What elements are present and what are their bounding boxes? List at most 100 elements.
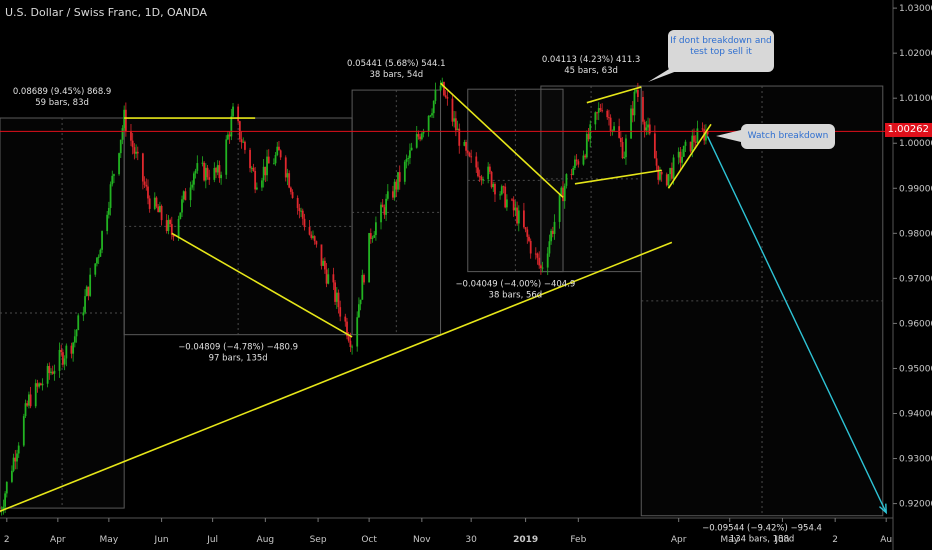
candle-body bbox=[322, 260, 325, 266]
candle-body bbox=[289, 187, 292, 192]
candle-body bbox=[191, 184, 194, 188]
candle-body bbox=[17, 445, 20, 454]
candle-body bbox=[136, 151, 139, 154]
candle-body bbox=[361, 274, 364, 300]
candle-body bbox=[312, 236, 314, 238]
candle-body bbox=[177, 218, 180, 237]
candle-body bbox=[453, 118, 456, 122]
trendline bbox=[0, 241, 673, 512]
measurement-label: −0.04809 (−4.78%) −480.9 bbox=[178, 343, 298, 353]
candle-body bbox=[107, 207, 110, 215]
candle-body bbox=[701, 128, 704, 130]
candle-body bbox=[546, 253, 549, 268]
candle-body bbox=[203, 162, 206, 181]
candle-body bbox=[596, 112, 598, 114]
candle-body bbox=[89, 274, 92, 296]
measurement-label: 0.08689 (9.45%) 868.9 bbox=[13, 87, 112, 97]
candle-body bbox=[206, 167, 209, 178]
candle-body bbox=[334, 282, 336, 302]
candle-body bbox=[631, 108, 634, 116]
measurement-label: 38 bars, 54d bbox=[369, 70, 423, 80]
candle-body bbox=[228, 134, 231, 137]
candle-body bbox=[220, 174, 223, 179]
candle-body bbox=[335, 292, 338, 302]
candle-body bbox=[313, 236, 316, 242]
candle-body bbox=[393, 181, 396, 198]
candle-body bbox=[431, 113, 433, 116]
candle-body bbox=[12, 457, 15, 471]
candle-body bbox=[548, 241, 551, 254]
candle-body bbox=[623, 157, 626, 159]
candle-body bbox=[85, 286, 88, 297]
candle-body bbox=[582, 155, 585, 165]
measurement-label: 0.05441 (5.68%) 544.1 bbox=[347, 59, 446, 69]
candle-body bbox=[237, 106, 240, 122]
candle-body bbox=[621, 142, 624, 159]
candle-body bbox=[249, 149, 251, 169]
candle-body bbox=[60, 349, 63, 353]
candle-body bbox=[681, 156, 683, 163]
candle-body bbox=[397, 172, 399, 190]
candle-body bbox=[356, 317, 359, 347]
candle-body bbox=[288, 173, 291, 188]
candle-body bbox=[291, 191, 294, 198]
candle-body bbox=[63, 358, 66, 365]
candle-body bbox=[373, 235, 376, 238]
candle-body bbox=[111, 175, 114, 185]
candle-body bbox=[46, 365, 49, 384]
candle-body bbox=[148, 198, 151, 209]
candle-body bbox=[123, 109, 126, 129]
candle-body bbox=[572, 168, 575, 175]
x-tick-label: Aug bbox=[257, 535, 275, 545]
candle-body bbox=[349, 340, 352, 347]
chart-title: U.S. Dollar / Swiss Franc, 1D, OANDA bbox=[5, 6, 208, 19]
candle-body bbox=[516, 207, 518, 224]
candle-body bbox=[193, 173, 195, 185]
candle-body bbox=[500, 186, 503, 195]
candle-body bbox=[613, 126, 615, 131]
candle-body bbox=[524, 227, 527, 230]
candle-body bbox=[29, 394, 32, 407]
candle-body bbox=[155, 197, 158, 207]
candle-body bbox=[499, 194, 501, 196]
candle-body bbox=[608, 117, 610, 119]
candle-body bbox=[434, 90, 437, 101]
candle-body bbox=[22, 416, 25, 446]
candle-body bbox=[301, 210, 304, 219]
candle-body bbox=[208, 177, 211, 180]
candle-body bbox=[468, 152, 471, 157]
callout-watch-breakdown: Watch breakdown bbox=[741, 124, 835, 149]
candle-body bbox=[358, 304, 360, 318]
candle-body bbox=[551, 230, 554, 234]
candle-body bbox=[286, 173, 289, 178]
candle-body bbox=[201, 162, 204, 164]
x-tick-label: Au bbox=[880, 535, 892, 545]
candle-body bbox=[240, 139, 243, 143]
candle-body bbox=[562, 187, 564, 202]
candle-body bbox=[517, 210, 520, 224]
candle-body bbox=[553, 221, 556, 234]
candle-body bbox=[465, 141, 467, 151]
candle-body bbox=[706, 131, 709, 135]
candle-body bbox=[392, 191, 394, 198]
candle-body bbox=[466, 150, 469, 153]
candle-body bbox=[359, 299, 362, 305]
candle-body bbox=[351, 346, 353, 348]
candle-body bbox=[480, 176, 483, 181]
candle-body bbox=[422, 131, 425, 134]
candle-body bbox=[204, 167, 207, 181]
candle-body bbox=[99, 249, 102, 257]
measurement-label: 38 bars, 56d bbox=[489, 291, 543, 301]
trendline bbox=[586, 86, 642, 104]
candle-body bbox=[363, 274, 365, 283]
y-tick-label: 1.01000 bbox=[899, 94, 932, 104]
projection-arrow bbox=[706, 136, 887, 513]
candle-body bbox=[585, 133, 588, 158]
candle-body bbox=[667, 174, 670, 186]
candle-body bbox=[619, 137, 622, 143]
candle-body bbox=[51, 371, 54, 374]
x-tick-label: Feb bbox=[570, 535, 586, 545]
y-tick-label: 1.03000 bbox=[899, 4, 932, 14]
